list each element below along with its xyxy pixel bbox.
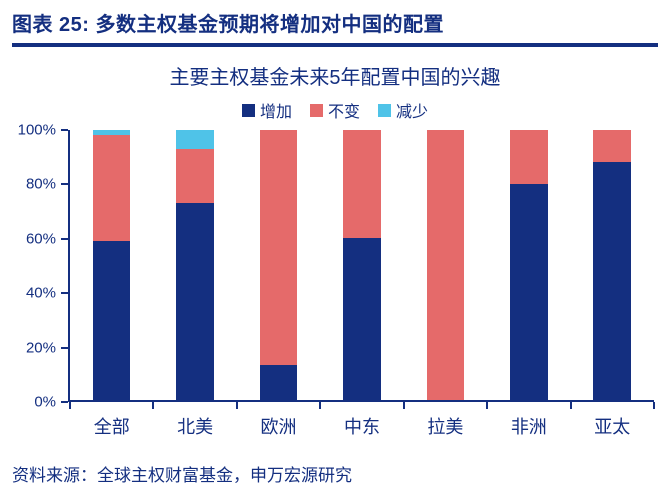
bar-segment [426, 130, 465, 400]
stacked-bar-1 [92, 130, 131, 400]
bar-segment [593, 130, 631, 163]
legend-swatch [378, 103, 391, 117]
bar-segment [259, 130, 298, 365]
plot-column: 全部 北美 欧洲 中东 拉美 非洲 亚太 [68, 130, 655, 439]
bar-column [237, 130, 320, 400]
stacked-bar-3 [259, 130, 298, 400]
y-tick-mark [61, 401, 68, 403]
bar-column [320, 130, 403, 400]
legend-item-1: 增加 [241, 98, 292, 122]
stacked-bar-4 [343, 130, 381, 400]
x-tick-label: 亚太 [594, 417, 631, 437]
bar-segment [176, 130, 214, 149]
stacked-bar-2 [176, 130, 214, 400]
bar-segment [259, 364, 298, 400]
bar-column [70, 130, 153, 400]
y-tick-label: 60% [25, 230, 56, 248]
bar-segment [343, 130, 381, 238]
y-tick-mark [61, 292, 68, 295]
bar-segment [176, 202, 214, 400]
bar-segment [343, 238, 381, 400]
y-tick-mark [61, 346, 68, 349]
x-tick-mark [569, 402, 572, 409]
x-tick-label: 拉美 [427, 417, 464, 437]
y-tick-label: 80% [25, 175, 56, 193]
stacked-bar-6 [510, 130, 548, 400]
x-tick-mark [152, 402, 155, 409]
x-tick-mark [402, 402, 405, 409]
legend-item-2: 不变 [309, 98, 360, 122]
stacked-bar-7 [593, 130, 631, 400]
bar-column [404, 130, 487, 400]
x-tick-label: 非洲 [510, 417, 547, 437]
bar-segment [510, 184, 548, 400]
source-note: 资料来源：全球主权财富基金，申万宏源研究 [12, 466, 352, 485]
y-tick-mark [61, 183, 68, 186]
legend-swatch [241, 103, 255, 117]
bar-column [487, 130, 570, 400]
x-tick-label: 北美 [177, 417, 214, 437]
x-tick-mark [319, 402, 322, 409]
bar-segment [593, 162, 631, 400]
x-tick-mark [653, 402, 655, 409]
bar-segment [92, 135, 131, 241]
legend-label: 不变 [327, 104, 360, 121]
legend-item-3: 减少 [378, 98, 428, 122]
chart-title: 主要主权基金未来5年配置中国的兴趣 [169, 67, 501, 89]
figure-header: 图表 25: 多数主权基金预期将增加对中国的配置 [12, 8, 658, 47]
plot-row: 0% 20% 40% 60% 80% 100% 全部 北美 欧洲 中东 拉美 非洲 亚太 [12, 122, 655, 439]
plot-area [68, 130, 654, 402]
legend-swatch [309, 103, 323, 117]
y-tick-label: 0% [34, 393, 56, 411]
x-axis-ticks [69, 402, 655, 409]
y-tick-mark [61, 129, 68, 131]
bar-segment [510, 130, 548, 184]
x-tick-label: 全部 [93, 417, 130, 437]
bar-column [153, 130, 236, 400]
stacked-bar-chart: 主要主权基金未来5年配置中国的兴趣 增加 不变 减少 0% 20% 40% 60% 80% 1… [10, 61, 660, 439]
x-tick-mark [235, 402, 238, 409]
x-tick-mark [69, 402, 71, 409]
bar-segment [176, 148, 214, 203]
y-tick-label: 100% [17, 121, 56, 139]
y-tick-label: 20% [25, 339, 56, 357]
y-tick-label: 40% [25, 284, 56, 302]
title-underline-rule [12, 43, 658, 47]
x-tick-label: 欧洲 [260, 417, 297, 437]
bar-segment [92, 240, 131, 400]
stacked-bar-5 [426, 130, 465, 400]
y-axis: 0% 20% 40% 60% 80% 100% [12, 122, 68, 411]
chart-legend: 增加 不变 减少 [10, 98, 660, 122]
legend-label: 减少 [396, 104, 429, 121]
y-tick-mark [61, 237, 68, 240]
bar-segment [92, 130, 131, 136]
figure-title: 图表 25: 多数主权基金预期将增加对中国的配置 [12, 14, 445, 36]
bar-column [571, 130, 654, 400]
x-axis-labels: 全部 北美 欧洲 中东 拉美 非洲 亚太 [70, 413, 654, 439]
legend-label: 增加 [259, 104, 292, 121]
x-tick-mark [486, 402, 489, 409]
x-tick-label: 中东 [343, 417, 380, 437]
